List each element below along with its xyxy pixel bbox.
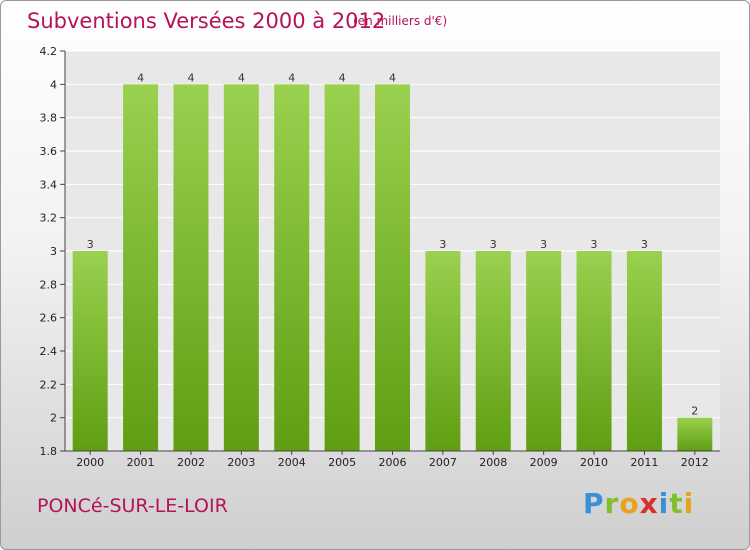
y-tick-label: 3: [50, 245, 57, 258]
y-tick-label: 4: [50, 78, 57, 91]
bar-2003: [223, 84, 259, 451]
data-label-2009: 3: [540, 238, 547, 251]
data-label-2006: 4: [389, 71, 396, 84]
x-axis: 2000 2001 2002 2003 2004 2005 2006 2007 2008 2009…: [65, 450, 720, 469]
data-label-2011: 3: [641, 238, 648, 251]
bar-2005: [324, 84, 360, 451]
y-tick-label: 4.2: [40, 45, 58, 58]
chart-title: Subventions Versées 2000 à 2012: [27, 9, 386, 33]
y-axis: 1.8 2 2.2 2.4 2.6 2.8 3 3.2 3.4 3.6 3.8 4 4.2: [40, 45, 66, 458]
y-tick-label: 2.8: [40, 278, 58, 291]
data-label-2003: 4: [238, 71, 245, 84]
logo-letter: P: [583, 487, 605, 520]
logo-letter: t: [669, 487, 684, 520]
y-tick-label: 3.8: [40, 112, 58, 125]
data-label-2000: 3: [87, 238, 94, 251]
x-tick-label-2002: 2002: [177, 456, 205, 469]
data-label-2002: 4: [187, 71, 194, 84]
x-tick-label-2004: 2004: [278, 456, 306, 469]
data-label-2004: 4: [288, 71, 295, 84]
logo-letter: o: [619, 487, 640, 520]
y-tick-label: 3.6: [40, 145, 58, 158]
x-tick-label-2006: 2006: [379, 456, 407, 469]
y-tick-label: 2: [50, 412, 57, 425]
bar-2010: [576, 251, 612, 451]
x-tick-label-2001: 2001: [127, 456, 155, 469]
y-tick-label: 2.2: [40, 378, 58, 391]
data-label-2005: 4: [339, 71, 346, 84]
bar-2000: [72, 251, 108, 451]
bar-2009: [526, 251, 562, 451]
x-tick-label-2010: 2010: [580, 456, 608, 469]
y-tick-label: 1.8: [40, 445, 58, 458]
bar-2012: [677, 417, 713, 451]
x-tick-label-2012: 2012: [681, 456, 709, 469]
logo-letter: i: [683, 487, 695, 520]
bars: 3 4 4 4 4 4 4 3 3 3 3 3 2: [72, 71, 713, 451]
bar-2001: [123, 84, 159, 451]
bar-2006: [375, 84, 410, 451]
y-tick-label: 2.4: [40, 345, 58, 358]
commune-name: PONCé-SUR-LE-LOIR: [37, 495, 228, 517]
bar-2007: [425, 251, 461, 451]
data-label-2001: 4: [137, 71, 144, 84]
x-tick-label-2000: 2000: [76, 456, 104, 469]
bar-2002: [173, 84, 209, 451]
data-label-2010: 3: [591, 238, 598, 251]
x-tick-label-2011: 2011: [630, 456, 658, 469]
bar-2011: [626, 251, 662, 451]
logo-letter: r: [604, 487, 620, 520]
data-label-2012: 2: [691, 405, 698, 418]
proxiti-logo: Proxiti: [583, 487, 694, 520]
y-tick-label: 2.6: [40, 312, 58, 325]
bar-2004: [274, 84, 310, 451]
x-tick-label-2005: 2005: [328, 456, 356, 469]
y-tick-label: 3.2: [40, 212, 58, 225]
y-tick-label: 3.4: [40, 178, 58, 191]
data-label-2008: 3: [490, 238, 497, 251]
chart-subtitle: (en milliers d'€): [353, 14, 448, 28]
bar-2008: [475, 251, 511, 451]
x-tick-label-2009: 2009: [530, 456, 558, 469]
logo-letter: x: [639, 487, 659, 520]
x-tick-label-2003: 2003: [227, 456, 255, 469]
data-label-2007: 3: [439, 238, 446, 251]
logo-letter: i: [658, 487, 670, 520]
x-tick-label-2008: 2008: [479, 456, 507, 469]
x-tick-label-2007: 2007: [429, 456, 457, 469]
